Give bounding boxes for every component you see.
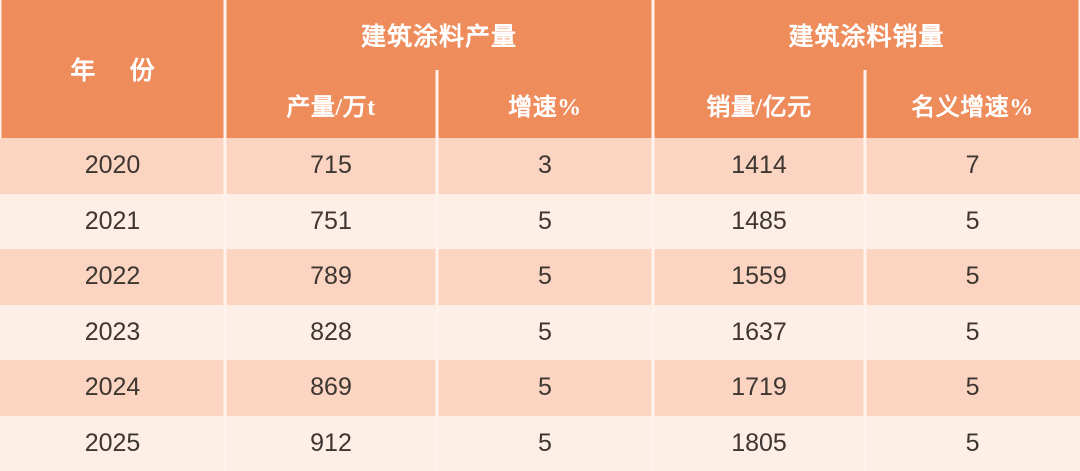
cell-output-growth: 3: [437, 138, 653, 194]
cell-output: 751: [225, 194, 437, 250]
cell-sales-growth: 7: [865, 138, 1080, 194]
cell-sales-growth: 5: [865, 360, 1080, 416]
cell-sales: 1485: [653, 194, 865, 250]
column-group-header-output: 建筑涂料产量: [225, 0, 653, 70]
cell-year: 2023: [0, 305, 225, 361]
cell-year: 2024: [0, 360, 225, 416]
table-row: 2021 751 5 1485 5: [0, 194, 1080, 250]
cell-sales: 1414: [653, 138, 865, 194]
cell-output-growth: 5: [437, 194, 653, 250]
cell-year: 2021: [0, 194, 225, 250]
cell-sales-growth: 5: [865, 305, 1080, 361]
cell-output: 715: [225, 138, 437, 194]
cell-output: 869: [225, 360, 437, 416]
cell-year: 2025: [0, 416, 225, 471]
cell-output: 789: [225, 249, 437, 305]
cell-output: 912: [225, 416, 437, 471]
table-row: 2022 789 5 1559 5: [0, 249, 1080, 305]
table-row: 2023 828 5 1637 5: [0, 305, 1080, 361]
column-header-sales-value: 销量/亿元: [653, 70, 865, 138]
cell-sales-growth: 5: [865, 416, 1080, 471]
table-row: 2025 912 5 1805 5: [0, 416, 1080, 471]
column-header-output-growth: 增速%: [437, 70, 653, 138]
table-row: 2020 715 3 1414 7: [0, 138, 1080, 194]
cell-output: 828: [225, 305, 437, 361]
cell-year: 2022: [0, 249, 225, 305]
cell-sales-growth: 5: [865, 194, 1080, 250]
cell-output-growth: 5: [437, 305, 653, 361]
table-header: 年 份 建筑涂料产量 建筑涂料销量 产量/万t 增速% 销量/亿元 名义增速%: [0, 0, 1080, 138]
cell-sales: 1805: [653, 416, 865, 471]
cell-sales-growth: 5: [865, 249, 1080, 305]
cell-output-growth: 5: [437, 249, 653, 305]
cell-sales: 1719: [653, 360, 865, 416]
table-body: 2020 715 3 1414 7 2021 751 5 1485 5 2022…: [0, 138, 1080, 471]
column-group-header-sales: 建筑涂料销量: [653, 0, 1080, 70]
column-header-sales-growth: 名义增速%: [865, 70, 1080, 138]
header-row-groups: 年 份 建筑涂料产量 建筑涂料销量: [0, 0, 1080, 70]
cell-year: 2020: [0, 138, 225, 194]
cell-sales: 1559: [653, 249, 865, 305]
cell-sales: 1637: [653, 305, 865, 361]
cell-output-growth: 5: [437, 360, 653, 416]
column-header-output-volume: 产量/万t: [225, 70, 437, 138]
cell-output-growth: 5: [437, 416, 653, 471]
table-row: 2024 869 5 1719 5: [0, 360, 1080, 416]
column-header-year: 年 份: [0, 0, 225, 138]
